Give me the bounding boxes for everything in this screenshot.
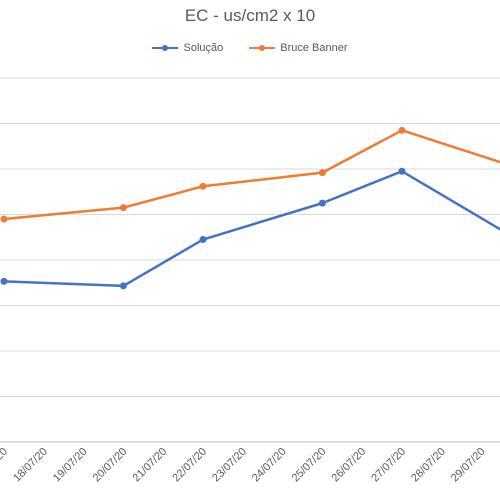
- legend-swatch-bruce-banner: [249, 43, 276, 53]
- data-point-bruce-banner: [398, 126, 406, 134]
- x-tick-label: 23/07/20: [210, 446, 249, 485]
- data-point-bruce-banner: [318, 169, 326, 177]
- chart-legend: Solução Bruce Banner: [0, 42, 500, 54]
- chart-title: EC - us/cm2 x 10: [184, 6, 316, 25]
- legend-item-solucao: Solução: [152, 42, 223, 54]
- x-tick-label: 22/07/20: [170, 446, 209, 485]
- data-point-solucao: [119, 282, 127, 290]
- x-tick-label: 20/07/20: [91, 446, 130, 485]
- x-tick-label: 26/07/20: [330, 446, 369, 485]
- data-point-solucao: [0, 277, 8, 285]
- x-tick-label: 19/07/20: [51, 446, 90, 485]
- data-point-solucao: [318, 199, 326, 207]
- data-point-bruce-banner: [0, 215, 8, 223]
- x-tick-label: 21/07/20: [131, 446, 170, 485]
- series-line-solucao: [3, 170, 500, 288]
- x-tick-label: 28/07/20: [409, 446, 448, 485]
- x-tick-label: /20: [0, 446, 10, 465]
- series-line-bruce-banner: [3, 129, 500, 221]
- legend-label-bruce-banner: Bruce Banner: [280, 42, 348, 54]
- x-tick-label: 18/07/20: [11, 446, 50, 485]
- x-tick-label: 25/07/20: [290, 446, 329, 485]
- x-tick-label: 29/07/20: [449, 446, 488, 485]
- x-tick-label: 27/07/20: [369, 446, 408, 485]
- legend-swatch-solucao: [152, 43, 179, 53]
- data-point-solucao: [199, 236, 207, 244]
- data-point-bruce-banner: [199, 182, 207, 190]
- legend-item-bruce-banner: Bruce Banner: [249, 42, 348, 54]
- data-point-bruce-banner: [119, 204, 127, 212]
- legend-label-solucao: Solução: [183, 42, 224, 54]
- data-point-solucao: [398, 167, 406, 175]
- x-tick-label: 24/07/20: [250, 446, 289, 485]
